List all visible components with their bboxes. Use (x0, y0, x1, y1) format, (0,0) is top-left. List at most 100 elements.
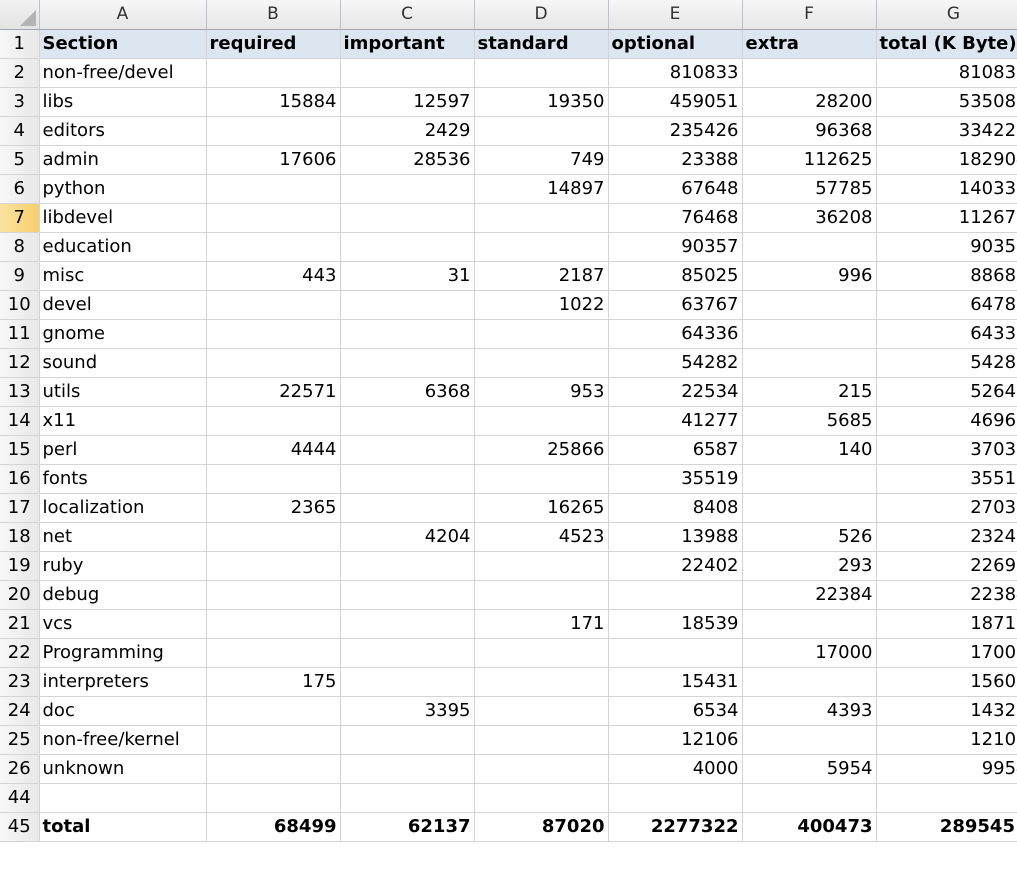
cell[interactable]: 64336 (608, 319, 743, 349)
cell[interactable]: 63767 (608, 290, 743, 320)
cell[interactable]: 140330 (876, 174, 1017, 204)
cell[interactable]: sound (39, 348, 207, 378)
cell[interactable]: 2365 (206, 493, 341, 523)
cell[interactable]: important (340, 29, 475, 59)
cell[interactable]: 5685 (742, 406, 877, 436)
cell[interactable] (742, 464, 877, 494)
cell[interactable]: 459051 (608, 87, 743, 117)
cell[interactable] (206, 522, 341, 552)
column-header-f[interactable]: F (742, 0, 877, 30)
cell[interactable]: 996 (742, 261, 877, 291)
cell[interactable]: education (39, 232, 207, 262)
cell[interactable]: libs (39, 87, 207, 117)
cell[interactable]: 41277 (608, 406, 743, 436)
cell[interactable]: x11 (39, 406, 207, 436)
cell[interactable]: 400473 (742, 812, 877, 842)
cell[interactable]: 15431 (608, 667, 743, 697)
cell[interactable]: 17606 (206, 145, 341, 175)
cell[interactable]: Section (39, 29, 207, 59)
cell[interactable] (474, 464, 609, 494)
cell[interactable] (340, 580, 475, 610)
cell[interactable]: 2429 (340, 116, 475, 146)
cell[interactable]: 6587 (608, 435, 743, 465)
cell[interactable] (340, 464, 475, 494)
cell[interactable]: 215 (742, 377, 877, 407)
cell[interactable]: 18710 (876, 609, 1017, 639)
cell[interactable] (340, 348, 475, 378)
cell[interactable]: 90357 (876, 232, 1017, 262)
row-header[interactable]: 4 (0, 116, 40, 146)
cell[interactable] (340, 319, 475, 349)
cell[interactable] (340, 609, 475, 639)
cell[interactable]: 13988 (608, 522, 743, 552)
cell[interactable] (206, 174, 341, 204)
row-header[interactable]: 6 (0, 174, 40, 204)
cell[interactable] (474, 319, 609, 349)
cell[interactable] (474, 58, 609, 88)
row-header[interactable]: 18 (0, 522, 40, 552)
cell[interactable]: 4393 (742, 696, 877, 726)
cell[interactable]: perl (39, 435, 207, 465)
cell[interactable]: 12106 (876, 725, 1017, 755)
row-header[interactable]: 22 (0, 638, 40, 668)
cell[interactable]: 6534 (608, 696, 743, 726)
cell[interactable] (340, 174, 475, 204)
cell[interactable]: 37037 (876, 435, 1017, 465)
cell[interactable] (340, 493, 475, 523)
cell[interactable]: 293 (742, 551, 877, 581)
row-header[interactable]: 10 (0, 290, 40, 320)
cell[interactable]: 64789 (876, 290, 1017, 320)
cell[interactable] (608, 638, 743, 668)
cell[interactable]: misc (39, 261, 207, 291)
cell[interactable] (474, 638, 609, 668)
cell[interactable]: utils (39, 377, 207, 407)
cell[interactable] (206, 116, 341, 146)
cell[interactable]: 12597 (340, 87, 475, 117)
row-header[interactable]: 16 (0, 464, 40, 494)
cell[interactable]: 27038 (876, 493, 1017, 523)
cell[interactable] (474, 782, 609, 813)
cell[interactable]: vcs (39, 609, 207, 639)
row-header[interactable]: 19 (0, 551, 40, 581)
row-header[interactable]: 44 (0, 782, 40, 813)
cell[interactable]: libdevel (39, 203, 207, 233)
cell[interactable]: total (K Byte) (876, 29, 1017, 59)
cell[interactable] (742, 58, 877, 88)
cell[interactable]: 88682 (876, 261, 1017, 291)
cell[interactable] (206, 609, 341, 639)
cell[interactable]: 810833 (876, 58, 1017, 88)
cell[interactable] (206, 580, 341, 610)
cell[interactable]: 57785 (742, 174, 877, 204)
cell[interactable]: 112676 (876, 203, 1017, 233)
row-header[interactable]: 8 (0, 232, 40, 262)
row-header[interactable]: 21 (0, 609, 40, 639)
cell[interactable]: 2187 (474, 261, 609, 291)
cell[interactable]: debug (39, 580, 207, 610)
cell[interactable]: python (39, 174, 207, 204)
cell[interactable]: admin (39, 145, 207, 175)
cell[interactable]: 62137 (340, 812, 475, 842)
cell[interactable]: 23388 (608, 145, 743, 175)
cell[interactable]: 22384 (876, 580, 1017, 610)
cell[interactable] (876, 782, 1017, 813)
cell[interactable] (474, 406, 609, 436)
cell[interactable]: 96368 (742, 116, 877, 146)
cell[interactable]: 28200 (742, 87, 877, 117)
row-header[interactable]: 20 (0, 580, 40, 610)
cell[interactable]: 112625 (742, 145, 877, 175)
cell[interactable] (474, 203, 609, 233)
cell[interactable] (340, 638, 475, 668)
row-header[interactable]: 24 (0, 696, 40, 726)
cell[interactable]: 8408 (608, 493, 743, 523)
cell[interactable] (340, 782, 475, 813)
cell[interactable]: 22571 (206, 377, 341, 407)
cell[interactable]: editors (39, 116, 207, 146)
cell[interactable]: total (39, 812, 207, 842)
cell[interactable]: 2895451 (876, 812, 1017, 842)
cell[interactable]: 46962 (876, 406, 1017, 436)
cell[interactable] (340, 290, 475, 320)
cell[interactable] (474, 580, 609, 610)
cell[interactable] (206, 58, 341, 88)
